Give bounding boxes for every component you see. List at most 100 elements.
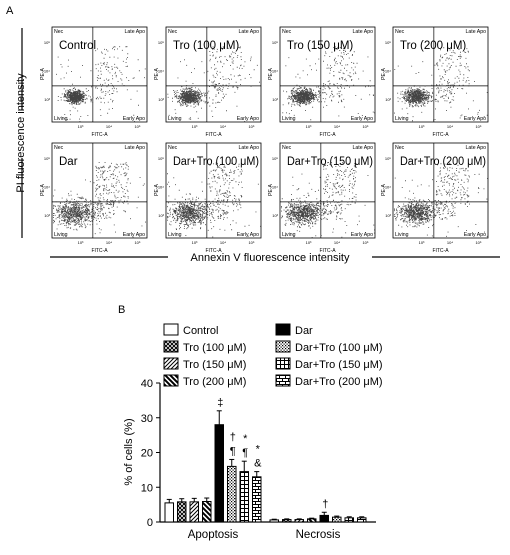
- plot-x-tick-label: 10⁴: [220, 124, 226, 129]
- bar: [319, 514, 329, 523]
- flow-plot: Nec Late Apo Living Early Apo Dar+Tro (150 μ…: [268, 142, 376, 254]
- plot-x-tick-label: 10⁵: [248, 240, 254, 245]
- plot-x-tick-label: 10⁴: [220, 240, 226, 245]
- plot-x-axis-name: FITC-A: [205, 132, 222, 138]
- plot-y-tick-label: 10⁴: [44, 185, 50, 190]
- plot-title: Dar: [59, 156, 78, 168]
- flow-plot: Nec Late Apo Living Early Apo Tro (200 μM) PE…: [381, 26, 489, 138]
- quadrant-label-late-apo: Late Apo: [466, 145, 487, 151]
- plot-x-tick-label: 10⁴: [106, 240, 112, 245]
- bar: [227, 465, 237, 523]
- scatter-events: [282, 46, 375, 121]
- plot-title: Dar+Tro (200 μM): [400, 156, 486, 168]
- significance-mark: ¶: [230, 445, 236, 457]
- quadrant-label-early-apo: Early Apo: [351, 232, 373, 238]
- bar: [332, 516, 342, 523]
- bar: [294, 519, 304, 523]
- y-axis-title: % of cells (%): [123, 418, 135, 485]
- plot-x-tick-label: 10⁴: [334, 124, 340, 129]
- flow-plot-grid: Nec Late Apo Living Early Apo Control PE-A FIT…: [40, 26, 489, 254]
- bar: [307, 518, 317, 523]
- plot-x-tick-label: 10⁵: [362, 124, 368, 129]
- plot-x-tick-label: 10⁵: [248, 124, 254, 129]
- bar: [282, 519, 292, 523]
- plot-x-tick-label: 10⁴: [334, 240, 340, 245]
- legend-swatch: [275, 323, 291, 336]
- scatter-events: [394, 162, 488, 237]
- quadrant-label-late-apo: Late Apo: [466, 29, 487, 35]
- plot-title: Control: [59, 40, 96, 52]
- plot-title: Dar+Tro (150 μM): [287, 156, 373, 168]
- bar: [202, 500, 212, 523]
- quadrant-label-living: Living: [282, 116, 296, 122]
- y-tick-label: 10: [141, 482, 153, 494]
- panel-b-letter: B: [118, 304, 125, 316]
- plot-x-axis-name: FITC-A: [91, 248, 108, 254]
- scatter-events: [167, 162, 261, 238]
- plot-x-tick-label: 10⁵: [134, 240, 140, 245]
- quadrant-label-late-apo: Late Apo: [353, 145, 374, 151]
- quadrant-label-living: Living: [395, 232, 409, 238]
- legend-swatch: [163, 357, 179, 370]
- x-category-label: Apoptosis: [188, 529, 239, 541]
- y-tick-label: 0: [147, 517, 153, 529]
- plot-y-axis-name: PE-A: [381, 68, 387, 80]
- bar: [269, 519, 279, 523]
- bar: [252, 476, 262, 523]
- plot-y-tick-label: 10⁴: [385, 69, 391, 74]
- scatter-events: [167, 46, 260, 122]
- plot-x-tick-label: 10³: [419, 124, 425, 129]
- quadrant-label-nec: Nec: [282, 29, 292, 35]
- plot-x-axis-name: FITC-A: [205, 248, 222, 254]
- quadrant-label-early-apo: Early Apo: [351, 116, 373, 122]
- plot-y-tick-label: 10³: [385, 213, 391, 218]
- flow-plot: Nec Late Apo Living Early Apo Dar+Tro (100 μ…: [154, 142, 262, 254]
- flow-plot: Nec Late Apo Living Early Apo Dar+Tro (200 μ…: [381, 142, 489, 254]
- plot-x-tick-label: 10⁵: [475, 124, 481, 129]
- plot-y-tick-label: 10³: [158, 213, 164, 218]
- plot-y-axis-name: PE-A: [381, 184, 387, 196]
- legend-swatch: [163, 340, 179, 353]
- significance-mark: ‡: [217, 397, 223, 409]
- quadrant-label-late-apo: Late Apo: [239, 29, 260, 35]
- legend-label: Dar+Tro (100 μM): [295, 342, 383, 354]
- plot-y-axis-name: PE-A: [40, 184, 46, 196]
- plot-y-tick-label: 10⁵: [385, 156, 391, 161]
- plot-frame: [392, 142, 489, 239]
- plot-title: Tro (100 μM): [173, 40, 239, 52]
- plot-y-tick-label: 10³: [158, 97, 164, 102]
- quadrant-label-early-apo: Early Apo: [237, 232, 259, 238]
- plot-x-tick-label: 10³: [78, 240, 84, 245]
- flow-plot: Nec Late Apo Living Early Apo Control PE-A FIT…: [40, 26, 148, 138]
- legend-label: Tro (200 μM): [183, 376, 246, 388]
- plot-y-tick-label: 10³: [385, 97, 391, 102]
- plot-frame: [279, 142, 376, 239]
- legend-swatch: [275, 357, 291, 370]
- plot-y-tick-label: 10⁵: [44, 40, 50, 45]
- quadrant-label-nec: Nec: [168, 145, 178, 151]
- quadrant-label-living: Living: [395, 116, 409, 122]
- legend-label: Control: [183, 325, 218, 337]
- y-tick-label: 30: [141, 413, 153, 425]
- bar: [177, 501, 187, 523]
- bar: [189, 501, 199, 523]
- significance-mark: *: [243, 433, 248, 445]
- plot-title: Tro (150 μM): [287, 40, 353, 52]
- plot-title: Dar+Tro (100 μM): [173, 156, 259, 168]
- bar: [344, 517, 354, 523]
- scatter-events: [56, 46, 146, 122]
- quadrant-label-nec: Nec: [282, 145, 292, 151]
- quadrant-label-living: Living: [168, 116, 182, 122]
- quadrant-label-early-apo: Early Apo: [123, 116, 145, 122]
- quadrant-label-early-apo: Early Apo: [123, 232, 145, 238]
- quadrant-label-living: Living: [168, 232, 182, 238]
- legend-label: Dar+Tro (200 μM): [295, 376, 383, 388]
- plot-y-tick-label: 10⁵: [272, 156, 278, 161]
- quadrant-label-late-apo: Late Apo: [239, 145, 260, 151]
- plot-frame: [279, 26, 376, 123]
- plot-x-tick-label: 10⁴: [106, 124, 112, 129]
- pi-intensity-label: PI fluorescence intensity: [15, 73, 27, 193]
- plot-y-tick-label: 10⁵: [44, 156, 50, 161]
- plot-y-tick-label: 10⁴: [385, 185, 391, 190]
